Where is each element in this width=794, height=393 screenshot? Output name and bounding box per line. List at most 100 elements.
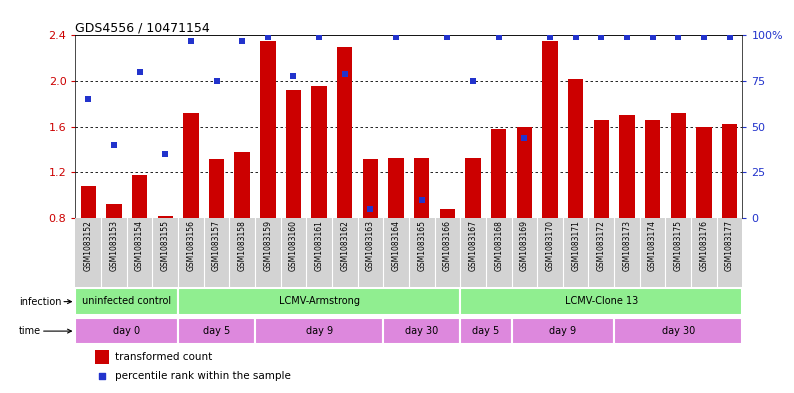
Point — [621, 34, 634, 40]
Bar — [645, 120, 661, 218]
Text: day 30: day 30 — [661, 325, 695, 336]
Bar — [384, 318, 461, 344]
Text: GSM1083162: GSM1083162 — [341, 220, 349, 271]
Text: uninfected control: uninfected control — [82, 296, 172, 306]
Bar — [157, 216, 173, 218]
Bar — [106, 204, 121, 218]
Bar — [511, 318, 614, 344]
Bar — [491, 129, 507, 218]
Text: day 30: day 30 — [405, 325, 438, 336]
Text: GSM1083161: GSM1083161 — [314, 220, 324, 271]
Bar — [132, 175, 147, 218]
Point — [415, 196, 428, 203]
Text: GSM1083177: GSM1083177 — [725, 220, 734, 271]
Text: GSM1083174: GSM1083174 — [648, 220, 657, 271]
Bar — [619, 115, 634, 218]
Text: LCMV-Clone 13: LCMV-Clone 13 — [565, 296, 638, 306]
Text: GSM1083167: GSM1083167 — [468, 220, 477, 271]
Bar — [722, 125, 738, 218]
Text: GSM1083176: GSM1083176 — [700, 220, 708, 271]
Bar — [363, 159, 378, 218]
Bar — [517, 127, 532, 218]
Point — [184, 38, 197, 44]
Text: GSM1083155: GSM1083155 — [160, 220, 170, 271]
Text: GSM1083164: GSM1083164 — [391, 220, 401, 271]
Point — [518, 134, 530, 141]
Point — [569, 34, 582, 40]
Text: GSM1083156: GSM1083156 — [187, 220, 195, 271]
Point — [96, 373, 109, 380]
Bar — [461, 288, 742, 315]
Point — [441, 34, 453, 40]
Bar — [183, 113, 198, 218]
Text: GSM1083160: GSM1083160 — [289, 220, 298, 271]
Bar — [209, 159, 224, 218]
Text: GSM1083154: GSM1083154 — [135, 220, 144, 271]
Bar — [461, 318, 511, 344]
Text: day 5: day 5 — [472, 325, 499, 336]
Text: GSM1083168: GSM1083168 — [494, 220, 503, 271]
Text: day 9: day 9 — [549, 325, 576, 336]
Point — [287, 72, 300, 79]
Text: GSM1083159: GSM1083159 — [264, 220, 272, 271]
Text: transformed count: transformed count — [115, 352, 213, 362]
Text: GSM1083165: GSM1083165 — [417, 220, 426, 271]
Point — [646, 34, 659, 40]
Text: GSM1083175: GSM1083175 — [674, 220, 683, 271]
Bar — [465, 158, 480, 218]
Bar — [696, 127, 711, 218]
Text: GSM1083173: GSM1083173 — [622, 220, 631, 271]
Text: GDS4556 / 10471154: GDS4556 / 10471154 — [75, 21, 210, 34]
Point — [492, 34, 505, 40]
Text: time: time — [19, 326, 71, 336]
Text: GSM1083166: GSM1083166 — [443, 220, 452, 271]
Bar — [75, 318, 178, 344]
Text: percentile rank within the sample: percentile rank within the sample — [115, 371, 291, 382]
Text: GSM1083157: GSM1083157 — [212, 220, 221, 271]
Bar — [255, 318, 384, 344]
Text: GSM1083153: GSM1083153 — [110, 220, 118, 271]
Point — [210, 78, 223, 84]
Text: day 5: day 5 — [203, 325, 230, 336]
Text: GSM1083172: GSM1083172 — [597, 220, 606, 271]
Text: day 9: day 9 — [306, 325, 333, 336]
Bar — [671, 113, 686, 218]
Point — [107, 142, 120, 148]
Point — [544, 34, 557, 40]
Bar — [388, 158, 404, 218]
Point — [133, 69, 146, 75]
Text: GSM1083163: GSM1083163 — [366, 220, 375, 271]
Text: infection: infection — [19, 297, 71, 307]
Text: LCMV-Armstrong: LCMV-Armstrong — [279, 296, 360, 306]
Bar — [337, 47, 353, 218]
Text: GSM1083152: GSM1083152 — [83, 220, 93, 271]
Bar — [234, 152, 250, 218]
Bar — [311, 86, 327, 218]
Point — [261, 34, 274, 40]
Bar — [414, 158, 430, 218]
Bar — [568, 79, 584, 218]
Point — [595, 34, 607, 40]
Point — [672, 34, 684, 40]
Bar — [260, 41, 276, 218]
Point — [159, 151, 172, 157]
Bar — [614, 318, 742, 344]
Text: day 0: day 0 — [114, 325, 141, 336]
Point — [338, 71, 351, 77]
Point — [313, 34, 326, 40]
Point — [364, 206, 377, 212]
Bar — [80, 186, 96, 218]
Point — [698, 34, 711, 40]
Bar — [95, 350, 109, 364]
Bar — [542, 41, 557, 218]
Point — [390, 34, 403, 40]
Point — [82, 96, 94, 103]
Point — [236, 38, 249, 44]
Text: GSM1083158: GSM1083158 — [237, 220, 247, 271]
Text: GSM1083171: GSM1083171 — [571, 220, 580, 271]
Bar — [75, 288, 178, 315]
Bar — [178, 318, 255, 344]
Point — [723, 34, 736, 40]
Text: GSM1083169: GSM1083169 — [520, 220, 529, 271]
Bar — [286, 90, 301, 218]
